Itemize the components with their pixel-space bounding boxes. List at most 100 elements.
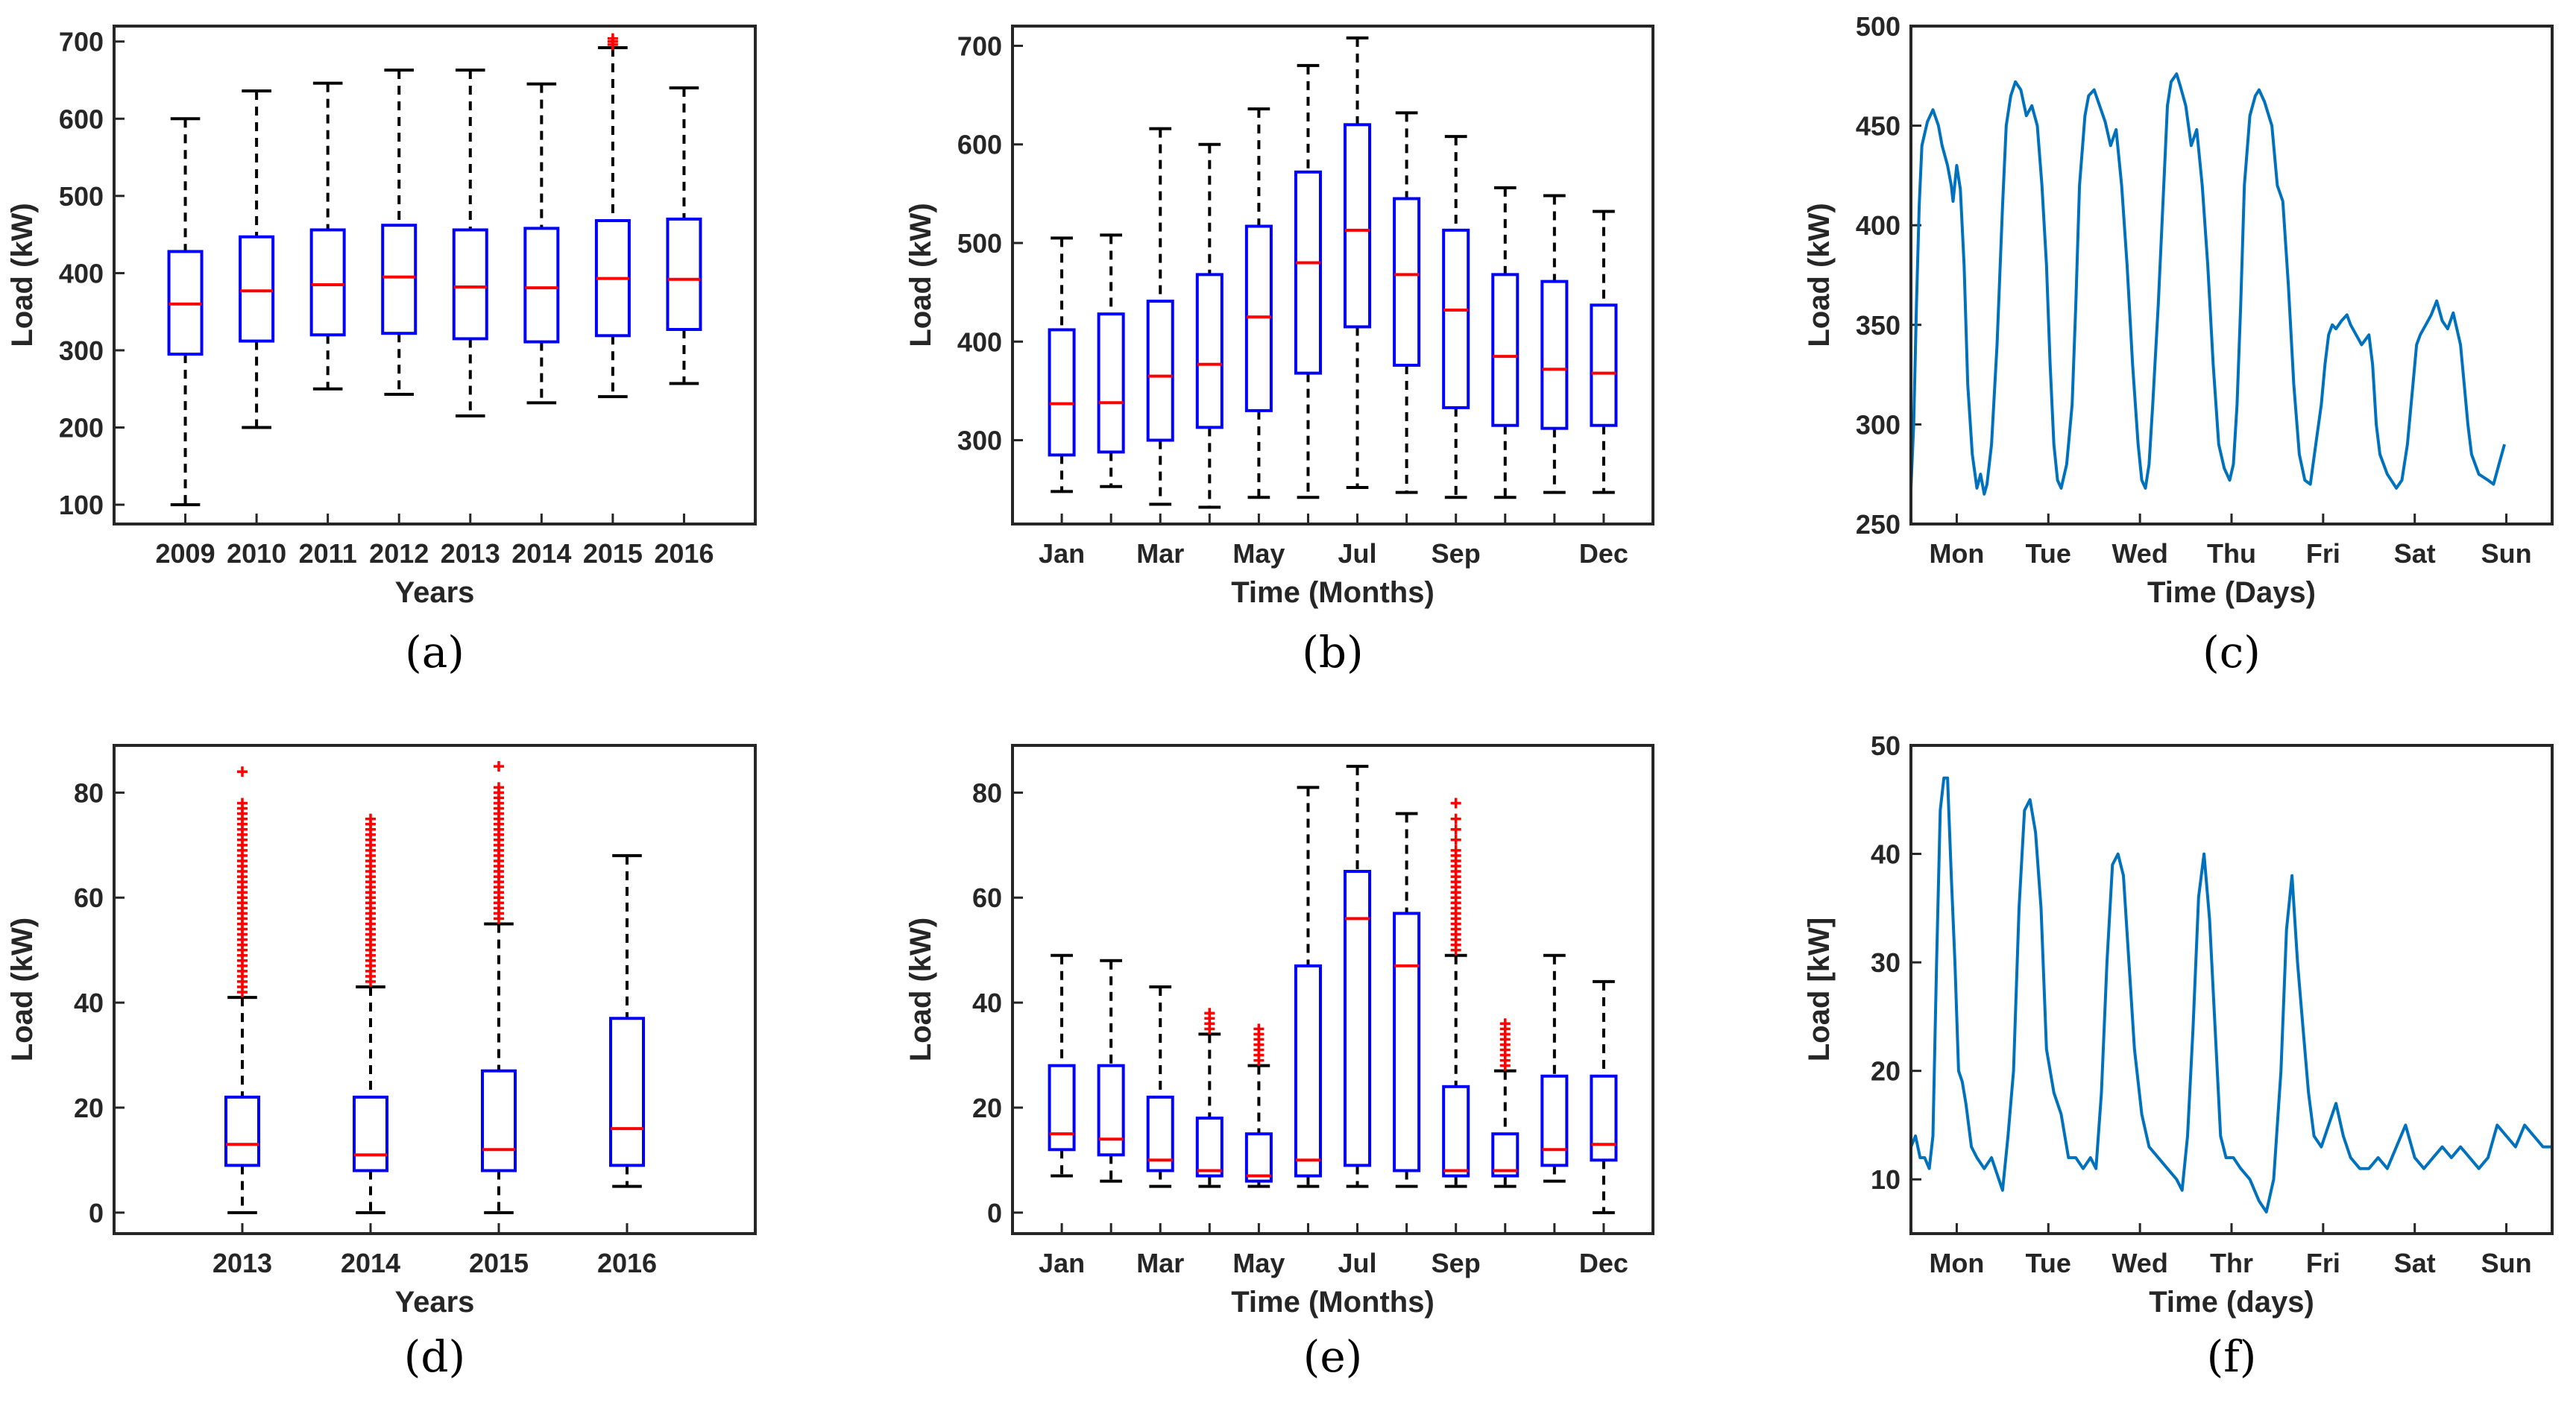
y-tick-label: 0 [987,1198,1002,1228]
y-tick-label: 20 [1871,1056,1900,1087]
y-axis-label: Load (kW) [904,203,937,347]
x-tick-label: Mon [1929,538,1984,569]
iqr-box [1048,1064,1076,1152]
box-Oct [1491,186,1520,499]
iqr-box [1442,228,1470,409]
box-Jan [1048,236,1076,493]
axes-frame [1909,744,2554,1235]
panel-0: 100 200 300 400 500 600 700 2009 2010 2011 2012 201… [6,25,757,678]
x-tick-label: 2013 [212,1248,272,1278]
panel-5: 10 20 30 40 50 Mon Tue Wed Thr Fri Sat Sun Time (day… [1803,730,2554,1382]
box-Oct [1491,1018,1520,1188]
x-tick-label: 2014 [341,1248,400,1278]
outlier-point [1253,1023,1265,1035]
y-tick-label: 30 [1871,947,1900,978]
box-Aug [1393,812,1421,1188]
outlier-point [237,766,248,777]
x-axis-label: Time (Months) [1231,1286,1435,1319]
y-tick-label: 500 [59,181,104,212]
iqr-box [1344,123,1372,329]
box-Mar [1146,127,1174,506]
iqr-box [309,228,346,337]
x-tick-label: Fri [2306,1248,2340,1278]
iqr-box [1195,1117,1224,1178]
x-axis-label: Time (Months) [1231,576,1435,609]
y-tick-label: 400 [957,326,1002,357]
outlier-point [1499,1018,1511,1029]
y-tick-label: 100 [59,490,104,520]
y-tick-label: 700 [957,31,1002,61]
box-Jul [1344,765,1372,1188]
x-tick-label: Wed [2111,1248,2167,1278]
x-tick-label: May [1232,1248,1285,1278]
y-tick-label: 80 [972,777,1002,808]
y-tick-label: 50 [1871,730,1900,761]
x-tick-label: Fri [2306,538,2340,569]
axes-frame [1011,25,1654,525]
box-2015 [481,761,517,1214]
box-Dec [1590,979,1618,1214]
y-tick-label: 20 [74,1093,104,1123]
x-tick-label: Mon [1929,1248,1984,1278]
box-May [1244,1023,1273,1188]
iqr-box [1146,300,1174,442]
box-2009 [167,117,204,507]
panel-label: (a) [405,627,465,678]
box-Jul [1344,36,1372,490]
iqr-box [1393,912,1421,1172]
panel-label: (e) [1303,1331,1363,1382]
iqr-box [1294,964,1322,1178]
x-tick-label: Tue [2026,538,2071,569]
box-2016 [609,853,645,1188]
iqr-box [523,227,560,344]
y-tick-label: 500 [957,228,1002,259]
iqr-box [1294,170,1322,375]
x-tick-label: 2012 [369,538,429,569]
iqr-box [1590,1074,1618,1162]
box-Jan [1048,953,1076,1178]
box-Feb [1097,959,1125,1183]
iqr-box [1540,280,1569,430]
y-axis-label: Load (kW) [904,918,937,1061]
y-axis-label: Load (kW) [6,918,39,1061]
y-tick-label: 350 [1856,310,1900,341]
outlier-point [1204,1008,1215,1019]
iqr-box [1491,1132,1520,1178]
x-axis-label: Years [395,576,475,609]
box-Sep [1442,135,1470,499]
box-2011 [309,81,346,391]
panel-label: (b) [1302,627,1363,678]
x-tick-label: 2016 [654,538,714,569]
panel-label: (f) [2207,1331,2257,1382]
y-tick-label: 250 [1856,509,1900,540]
outlier-point [494,782,504,793]
box-Nov [1540,194,1569,494]
box-2016 [666,86,702,385]
x-tick-label: 2013 [441,538,500,569]
y-tick-label: 300 [1856,409,1900,440]
outlier-point [607,33,618,44]
load-series-line [1909,72,2507,496]
iqr-box [239,235,275,343]
outlier-point [1450,813,1461,824]
axes-frame [113,25,757,525]
outlier-point [494,761,504,772]
box-2013 [224,766,260,1214]
x-tick-label: 2015 [583,538,643,569]
x-tick-label: 2015 [469,1248,529,1278]
box-May [1244,107,1273,499]
box-Jun [1294,63,1322,499]
iqr-box [1491,273,1520,427]
iqr-box [1048,328,1076,457]
box-Apr [1195,142,1224,509]
x-tick-label: Jul [1338,1248,1377,1278]
box-2014 [523,82,560,405]
y-tick-label: 200 [59,413,104,444]
iqr-box [1195,273,1224,429]
box-2012 [381,69,418,397]
x-tick-label: May [1232,538,1285,569]
iqr-box [1097,312,1125,454]
iqr-box [1146,1095,1174,1172]
x-tick-label: 2010 [227,538,286,569]
box-2014 [353,813,388,1214]
